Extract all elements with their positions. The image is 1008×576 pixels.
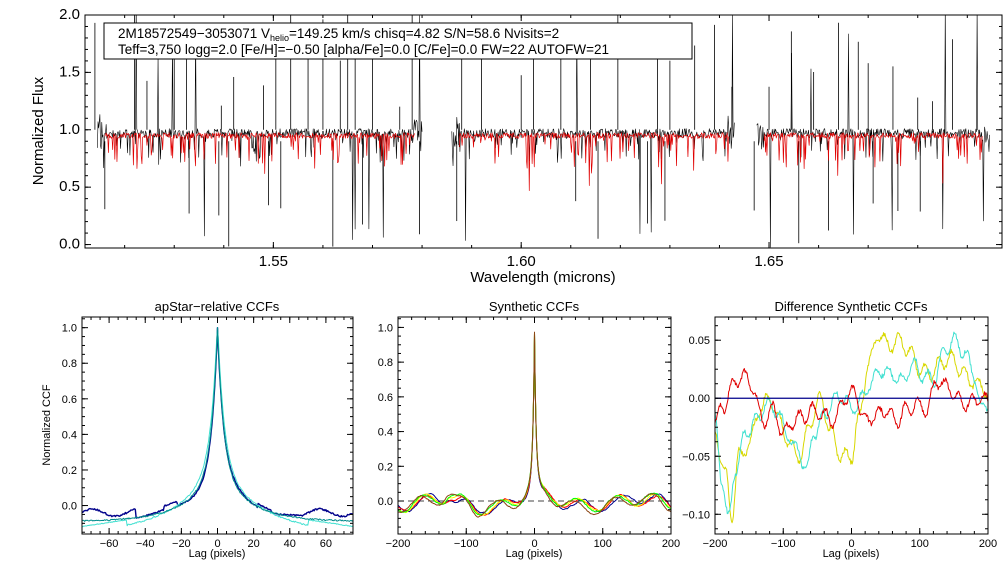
- apstar-ccf-line-visit-1: [81, 326, 354, 519]
- spectrum-panel: 1.55 1.60 1.65 0.0 0.5 1.0 1.5 2.0 2M18572549−3…: [30, 6, 1003, 286]
- spectrum-model-line-chip1: [104, 132, 415, 174]
- spectrum-model-line-chip3: [763, 132, 983, 184]
- apstar-ytick-label: 0.2: [62, 465, 77, 477]
- apstar-xtick-label: −40: [136, 538, 155, 550]
- difference-ccf-line-yellow: [715, 331, 988, 524]
- spectrum-ticks: 1.55 1.60 1.65 0.0 0.5 1.0 1.5 2.0: [59, 6, 1002, 270]
- synthetic-xtick-label: 0: [531, 538, 537, 550]
- difference-xtick-label: 200: [979, 538, 997, 550]
- difference-ytick-label: −0.10: [682, 509, 710, 521]
- apstar-xtick-label: 40: [284, 538, 296, 550]
- spectrum-info-line2: Teff=3,750 logg=2.0 [Fe/H]=−0.50 [alpha/…: [118, 42, 609, 57]
- difference-ytick-label: 0.00: [689, 393, 710, 405]
- synthetic-plot-area: [397, 331, 672, 518]
- apstar-ylabel: Normalized CCF: [41, 384, 53, 466]
- spectrum-ytick-label: 0.0: [59, 236, 80, 253]
- synthetic-ticks: −200 −100 0 100 200 0.0 0.2 0.4 0.6 0.8 1.0: [378, 317, 680, 550]
- synthetic-ccf-line-combined: [397, 331, 672, 518]
- apstar-ccf-panel: apStar−relative CCFs −60 −40 −20 0 20 40 60 0.0…: [41, 299, 354, 560]
- synthetic-ytick-label: 0.4: [378, 427, 393, 439]
- apstar-xtick-label: −60: [100, 538, 119, 550]
- synthetic-title: Synthetic CCFs: [489, 299, 580, 314]
- spectrum-observed-line-chip1: [97, 15, 423, 240]
- synthetic-xtick-label: 100: [594, 538, 612, 550]
- apstar-xtick-label: 20: [248, 538, 260, 550]
- apstar-xtick-label: −20: [172, 538, 191, 550]
- apstar-ytick-label: 0.6: [62, 394, 77, 406]
- apstar-plot-area: [81, 326, 354, 528]
- apstar-title: apStar−relative CCFs: [155, 299, 280, 314]
- spectrum-info-line1: 2M18572549−3053071 Vhelio=149.25 km/s ch…: [118, 26, 559, 43]
- difference-axes-frame: [714, 316, 989, 535]
- difference-xtick-label: −200: [703, 538, 728, 550]
- apstar-ccf-line-visit-2: [81, 327, 354, 528]
- spectrum-model-line-chip2: [458, 132, 730, 191]
- spectrum-xtick-label: 1.55: [259, 253, 288, 270]
- vhelio-subscript: helio: [270, 33, 289, 43]
- apstar-ccf-line-combined: [81, 327, 354, 522]
- spectrum-xtick-label: 1.60: [507, 253, 536, 270]
- apstar-ytick-label: 0.4: [62, 429, 77, 441]
- spectrum-ytick-label: 0.5: [59, 178, 80, 195]
- difference-xtick-label: 0: [848, 538, 854, 550]
- apstar-xtick-label: 60: [320, 538, 332, 550]
- spectrum-observed-line-chip2: [451, 15, 735, 241]
- difference-xlabel: Lag (pixels): [823, 548, 880, 560]
- apstar-xlabel: Lag (pixels): [189, 548, 246, 560]
- synthetic-ytick-label: 0.8: [378, 357, 393, 369]
- synthetic-xtick-label: −100: [454, 538, 479, 550]
- difference-ccf-panel: Difference Synthetic CCFs −200 −100 0 100 20…: [682, 299, 997, 560]
- spectrum-axes-frame: [84, 14, 1003, 249]
- synthetic-ytick-label: 0.6: [378, 392, 393, 404]
- synthetic-ytick-label: 0.2: [378, 461, 393, 473]
- synthetic-ccf-panel: Synthetic CCFs −200 −100 0 100 200 0.0 0.2 0.4 0…: [378, 299, 680, 560]
- difference-plot-area: [715, 331, 988, 524]
- spectrum-info-box: [103, 22, 693, 60]
- difference-ccf-line-turquoise: [715, 331, 988, 515]
- apstar-ytick-label: 1.0: [62, 323, 77, 335]
- synthetic-ytick-label: 0.0: [378, 496, 393, 508]
- spectrum-ytick-label: 1.0: [59, 121, 80, 138]
- difference-ytick-label: −0.05: [682, 451, 710, 463]
- spectrum-xtick-label: 1.65: [754, 253, 783, 270]
- synthetic-xtick-label: −200: [386, 538, 411, 550]
- apstar-ytick-label: 0.8: [62, 358, 77, 370]
- star-id-label: 2M18572549−3053071 V: [118, 26, 270, 41]
- apstar-ytick-label: 0.0: [62, 501, 77, 513]
- difference-xtick-label: −100: [771, 538, 796, 550]
- spectrum-ytick-label: 1.5: [59, 63, 80, 80]
- synthetic-ytick-label: 1.0: [378, 322, 393, 334]
- difference-ytick-label: 0.05: [689, 335, 710, 347]
- difference-xtick-label: 100: [911, 538, 929, 550]
- difference-ticks: −200 −100 0 100 200 −0.10 −0.05 0.00 0.05: [682, 317, 997, 550]
- synthetic-xlabel: Lag (pixels): [506, 548, 563, 560]
- difference-ccf-line-red: [715, 368, 988, 436]
- star-params-label: =149.25 km/s chisq=4.82 S/N=58.6 Nvisits…: [289, 26, 559, 41]
- synthetic-xtick-label: 200: [662, 538, 680, 550]
- apstar-ticks: −60 −40 −20 0 20 40 60 0.0 0.2 0.4 0.6 0.8 1.0: [62, 317, 354, 550]
- spectrum-xlabel: Wavelength (microns): [470, 269, 615, 286]
- spectrum-ytick-label: 2.0: [59, 6, 80, 23]
- difference-title: Difference Synthetic CCFs: [775, 299, 928, 314]
- apstar-xtick-label: 0: [214, 538, 220, 550]
- apstar-axes-frame: [81, 316, 354, 535]
- spectrum-ylabel: Normalized Flux: [30, 76, 47, 185]
